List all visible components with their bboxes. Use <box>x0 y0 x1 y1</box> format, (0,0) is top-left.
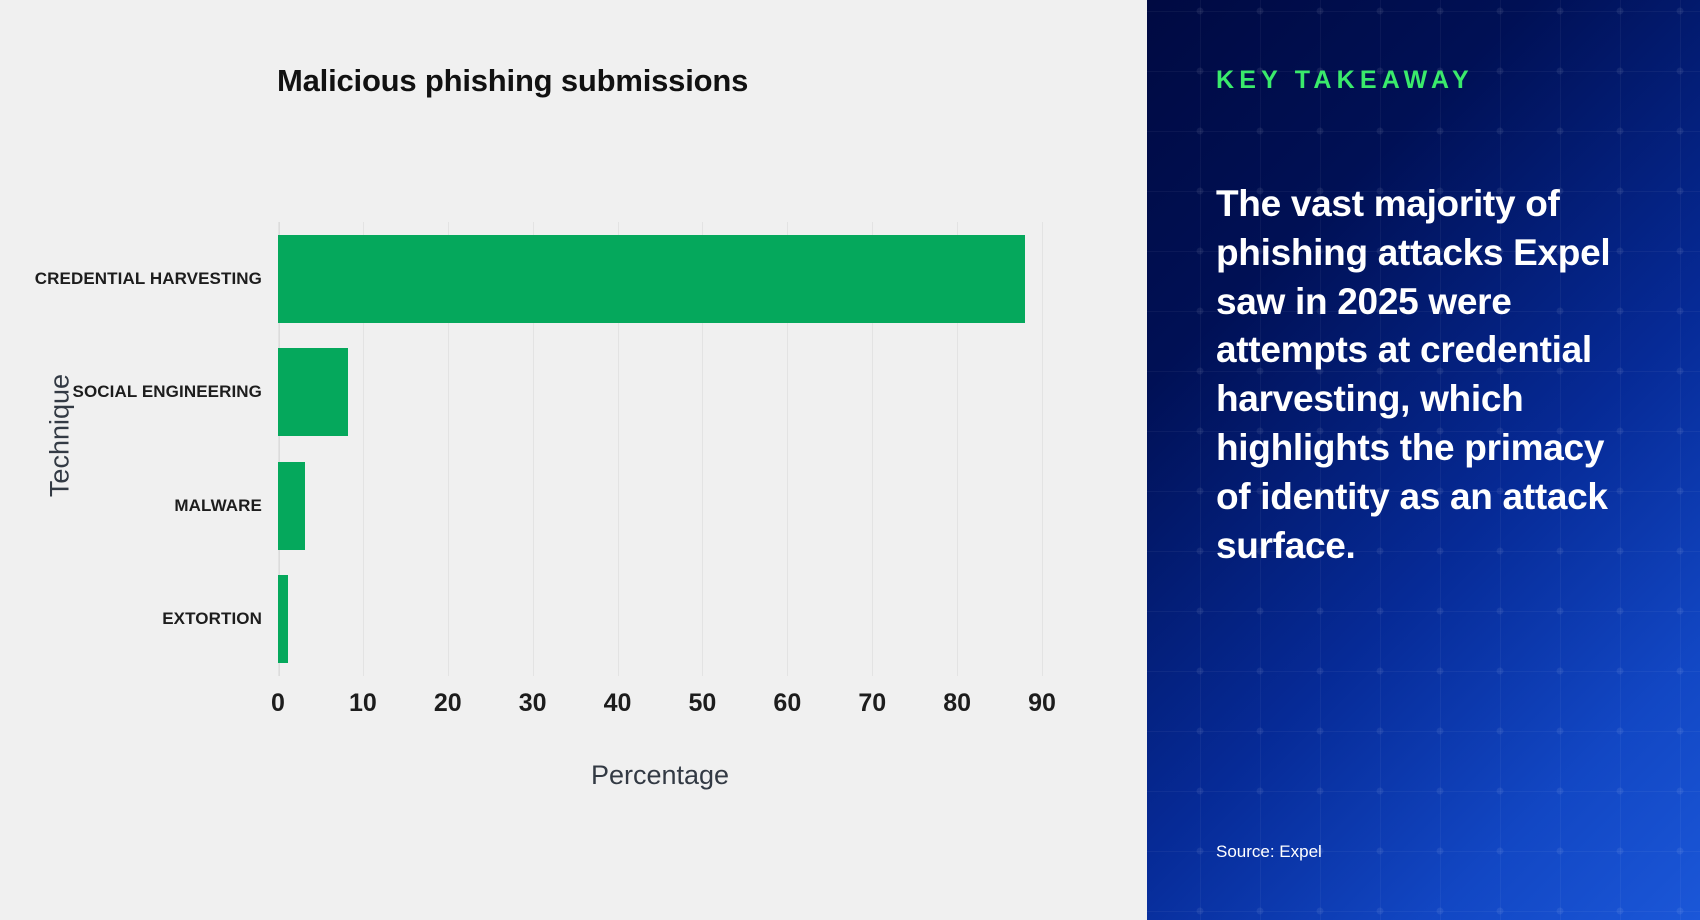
gridline <box>532 222 534 676</box>
gridline <box>1042 222 1043 676</box>
y-tick-label: MALWARE <box>174 495 262 515</box>
gridline <box>278 222 279 676</box>
x-tick-label: 0 <box>271 689 285 717</box>
key-takeaway-body: The vast majority of phishing attacks Ex… <box>1216 183 1611 566</box>
x-tick-label: 90 <box>1028 689 1056 717</box>
source-label: Source: Expel <box>1216 842 1322 861</box>
bar-row <box>278 336 1042 450</box>
gridline <box>447 222 449 676</box>
bar <box>278 348 348 437</box>
gridline <box>617 222 619 676</box>
chart-panel: Malicious phishing submissions Technique… <box>34 63 1056 790</box>
key-takeaway-panel: KEY TAKEAWAY The vast majority of phishi… <box>1147 0 1700 920</box>
x-tick-label: 70 <box>858 689 887 717</box>
bar-row <box>278 222 1042 336</box>
x-tick-label: 20 <box>433 689 462 717</box>
x-tick-label: 30 <box>518 689 547 717</box>
plot-area <box>278 222 1043 676</box>
y-tick-label: SOCIAL ENGINEERING <box>72 382 262 402</box>
chart-title: Malicious phishing submissions <box>277 63 749 98</box>
bar-row <box>278 563 1042 677</box>
x-tick-label: 10 <box>348 689 377 717</box>
bar <box>278 234 1026 323</box>
key-takeaway-kicker: KEY TAKEAWAY <box>1216 66 1474 94</box>
y-tick-label: EXTORTION <box>162 609 262 629</box>
bar-row <box>278 449 1042 563</box>
x-tick-label: 60 <box>773 689 802 717</box>
y-tick-label: CREDENTIAL HARVESTING <box>34 268 262 288</box>
bar-series <box>278 222 1042 676</box>
gridline <box>787 222 789 676</box>
bar <box>278 575 289 664</box>
x-tick-label: 50 <box>688 689 717 717</box>
gridline <box>872 222 874 676</box>
gridline <box>957 222 959 676</box>
x-tick-label: 40 <box>603 689 632 717</box>
gridline <box>702 222 704 676</box>
x-tick-label: 80 <box>943 689 972 717</box>
x-axis-title: Percentage <box>590 760 730 790</box>
gridline <box>362 222 364 676</box>
bar <box>278 461 306 550</box>
y-axis-line <box>278 222 280 676</box>
